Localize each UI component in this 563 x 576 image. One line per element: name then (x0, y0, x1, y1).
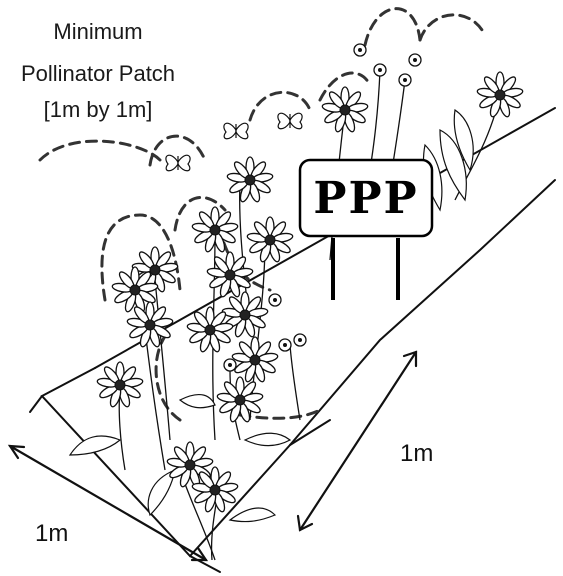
sign-board (298, 158, 434, 238)
sign-posts (331, 238, 400, 300)
title-line-2: Pollinator Patch (20, 61, 176, 86)
bed-outline (29, 107, 556, 573)
dimension-arrows (7, 350, 418, 562)
front-dimension-label: 1m (35, 520, 69, 547)
sign-label: PPP (313, 172, 419, 224)
side-dimension-label: 1m (400, 440, 434, 467)
title-line-3: [1m by 1m] (43, 97, 153, 122)
title-line-1: Minimum (53, 19, 143, 44)
